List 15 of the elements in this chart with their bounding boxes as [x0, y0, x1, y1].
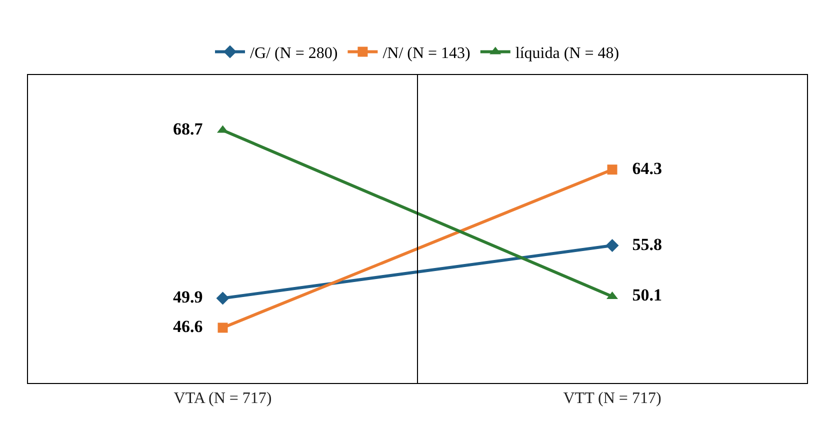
x-tick-label: VTT (N = 717) — [563, 390, 662, 408]
point — [218, 322, 228, 333]
legend-label: /N/ (N = 143) — [382, 44, 470, 62]
data-label: 49.9 — [173, 287, 203, 306]
data-label: 46.6 — [173, 316, 203, 336]
data-label: 64.3 — [632, 158, 662, 178]
legend-label: /G/ (N = 280) — [250, 44, 338, 62]
data-label: 68.7 — [173, 120, 204, 139]
data-label: 55.8 — [632, 234, 662, 254]
point — [606, 239, 619, 252]
x-tick-label: VTA (N = 717) — [174, 390, 272, 408]
data-label: 50.1 — [632, 286, 662, 305]
point — [607, 164, 618, 175]
point — [216, 292, 230, 305]
legend-label: líquida (N = 48) — [515, 44, 620, 62]
